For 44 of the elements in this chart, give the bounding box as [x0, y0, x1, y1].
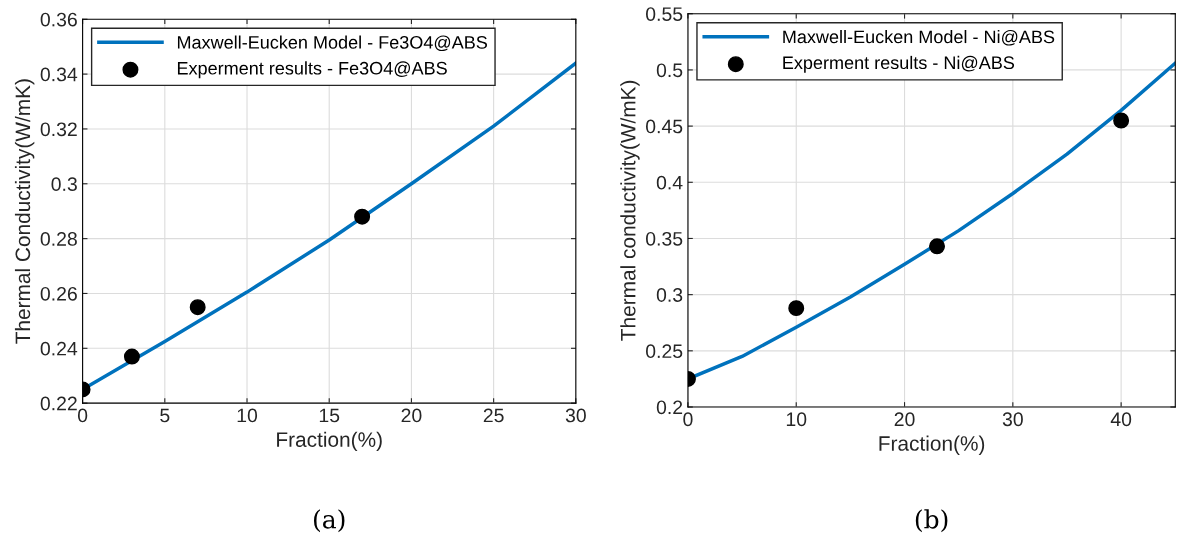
point: [1113, 112, 1130, 129]
x-tick-label: 0: [77, 408, 88, 423]
x-tick-label: 25: [483, 408, 504, 423]
y-tick-label: 0.2: [656, 400, 683, 415]
legend-label: Experment results - Ni@ABS: [783, 55, 1015, 73]
y-tick-label: 0.34: [40, 67, 78, 82]
y-tick-label: 0.36: [40, 12, 77, 27]
point: [189, 299, 206, 316]
x-axis-title: Fraction(%): [879, 435, 985, 455]
x-axis-title: Fraction(%): [277, 431, 382, 452]
y-tick-label: 0.35: [646, 231, 683, 246]
y-tick-label: 0.3: [51, 177, 77, 192]
y-tick-label: 0.45: [646, 119, 683, 134]
x-tick-label: 20: [894, 412, 915, 427]
y-tick-label: 0.22: [40, 396, 77, 411]
x-tick-label: 40: [1110, 412, 1132, 427]
y-axis-title: Thermal Conductivity(W/mK): [14, 79, 35, 344]
y-tick-label: 0.28: [40, 232, 77, 246]
x-tick-label: 15: [319, 408, 340, 423]
x-tick-label: 10: [237, 408, 258, 423]
y-tick-label: 0.5: [656, 63, 683, 78]
y-tick-label: 0.3: [656, 288, 683, 302]
y-tick-label: 0.4: [656, 175, 683, 190]
legend-label: Experment results - Fe3O4@ABS: [177, 61, 447, 79]
legend-label: Maxwell-Eucken Model - Fe3O4@ABS: [177, 35, 487, 52]
x-tick-label: 30: [565, 408, 586, 423]
x-tick-label: 5: [160, 408, 170, 423]
x-tick-label: 20: [401, 408, 422, 423]
point: [123, 348, 140, 365]
text: (a): [313, 509, 345, 533]
point: [788, 300, 805, 317]
x-tick-label: 0: [683, 412, 693, 427]
x-tick-label: 10: [786, 412, 807, 427]
y-axis-title: Thermal conductivity(W/mK): [620, 80, 640, 341]
y-tick-label: 0.26: [40, 286, 77, 301]
x-tick-label: 30: [1002, 412, 1023, 427]
point: [354, 208, 371, 225]
point: [929, 238, 946, 255]
y-tick-label: 0.25: [646, 344, 683, 359]
legend-label: Maxwell-Eucken Model - Ni@ABS: [783, 30, 1055, 46]
y-tick-label: 0.32: [40, 122, 77, 137]
y-tick-label: 0.24: [40, 341, 78, 356]
text: (b): [915, 509, 948, 533]
y-tick-label: 0.55: [646, 7, 683, 21]
